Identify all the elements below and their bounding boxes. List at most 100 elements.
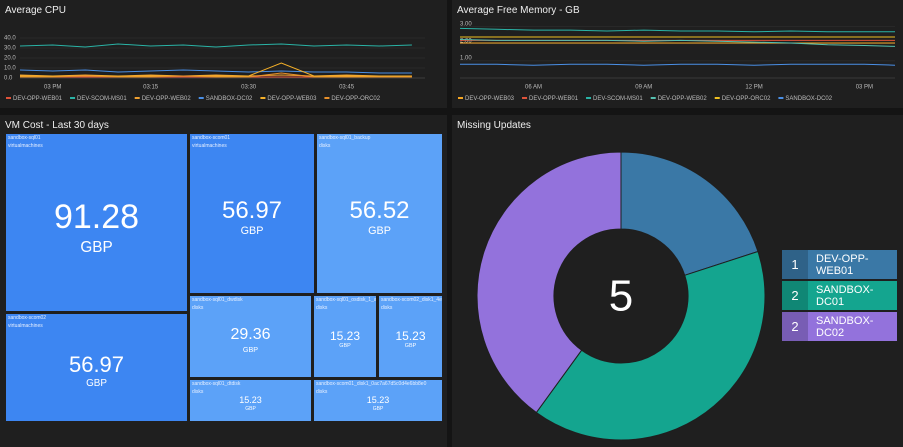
cell-unit: GBP	[242, 344, 259, 354]
legend-swatch	[6, 97, 11, 99]
legend-label: SANDBOX-DC02	[206, 96, 253, 102]
legend-label: DEV-OPP-WEB03	[267, 96, 317, 102]
legend-swatch	[198, 97, 204, 99]
legend-count: 2	[782, 281, 808, 310]
series-line	[19, 43, 412, 48]
series-line	[20, 62, 412, 77]
memory-chart: 1.00 2.00 3.00 06 AM 09 AM 12 PM 03 PM DEV-OPP-…	[458, 21, 896, 102]
cell-value: 15.23	[329, 328, 361, 343]
cell-name: sandbox-sql01_backup	[319, 135, 371, 141]
cpu-chart: 0.0 10.0 20.0 30.0 40.0 03 PM 03:15 03:30 03:45 D…	[4, 36, 425, 102]
cell-value: 91.28	[53, 198, 140, 236]
legend-label: DEV-OPP-WEB02	[658, 96, 708, 102]
cost-panel: VM Cost - Last 30 days sandbox-sql01 virtu…	[0, 115, 447, 447]
treemap-cell: sandbox-scom02 virtualmachines 56.97 GBP	[5, 313, 188, 422]
x-tick-label: 03 PM	[44, 85, 61, 91]
treemap-cell: sandbox-scom01_disk1_0ac7a67d5c0d4e6bb8e…	[313, 379, 443, 422]
x-tick-label: 03 PM	[856, 85, 873, 91]
cell-value: 29.36	[230, 325, 271, 343]
cell-name: sandbox-sql01	[8, 135, 41, 141]
donut-slice	[476, 151, 622, 414]
legend-swatch	[714, 97, 720, 99]
legend-swatch	[778, 97, 784, 99]
cell-name: sandbox-scom02_disk1_4eb	[381, 297, 443, 303]
series-line	[19, 69, 412, 74]
x-tick-label: 03:45	[339, 85, 355, 91]
updates-panel: Missing Updates 5 1 DEV-OPP-WEB01 2 SANDBOX-…	[452, 115, 903, 447]
x-tick-label: 06 AM	[525, 85, 542, 91]
donut-slice	[535, 250, 766, 441]
legend-label: DEV-OPP-WEB03	[465, 96, 515, 102]
cell-value: 15.23	[395, 328, 426, 343]
legend-label: DEV-SCOM-MS01	[77, 96, 127, 102]
legend-item: 1 DEV-OPP-WEB01	[782, 250, 897, 279]
cell-kind: disks	[192, 305, 204, 311]
cell-unit: GBP	[240, 225, 264, 238]
cell-kind: disks	[316, 389, 328, 395]
cell-value: 15.23	[239, 394, 262, 405]
legend-label: SANDBOX-DC02	[816, 314, 874, 339]
cpu-panel: Average CPU 0.0 10.0 20.0 30.0 40.0 03 PM 03:1…	[0, 0, 447, 108]
panel-title: Average CPU	[5, 5, 66, 16]
cell-name: sandbox-scom02	[8, 315, 47, 321]
y-tick-label: 20.0	[4, 56, 16, 62]
legend-swatch	[260, 97, 266, 99]
cell-kind: virtualmachines	[192, 143, 227, 149]
cell-unit: GBP	[245, 405, 256, 412]
memory-panel: Average Free Memory - GB 1.00 2.00 3.00 06 …	[452, 0, 903, 108]
legend-label: DEV-OPP-WEB01	[529, 96, 579, 102]
cell-kind: virtualmachines	[8, 323, 43, 329]
cell-kind: disks	[192, 389, 204, 395]
donut-total: 5	[609, 272, 633, 321]
cell-name: sandbox-scom01	[192, 135, 231, 141]
cell-unit: GBP	[372, 405, 384, 412]
legend-swatch	[324, 97, 330, 99]
cell-unit: GBP	[339, 342, 351, 349]
cell-value: 56.52	[349, 196, 410, 224]
series-line	[459, 39, 896, 47]
series-line	[19, 74, 412, 77]
y-tick-label: 40.0	[4, 36, 16, 42]
x-tick-label: 03:30	[241, 85, 257, 91]
y-tick-label: 0.0	[4, 76, 13, 82]
legend-count: 1	[782, 250, 808, 279]
legend-label: DEV-OPP-WEB02	[142, 96, 192, 102]
x-tick-label: 09 AM	[635, 85, 652, 91]
cell-unit: GBP	[86, 378, 107, 390]
legend-swatch	[586, 97, 592, 99]
legend-label: DEV-OPP-ORC02	[331, 96, 380, 102]
legend-swatch	[522, 97, 528, 99]
legend-item: 2 SANDBOX-DC02	[782, 312, 897, 341]
cell-name: sandbox-sql01_dwdisk	[192, 297, 243, 303]
cell-kind: disks	[319, 143, 331, 149]
panel-title: Missing Updates	[457, 120, 531, 131]
legend-swatch	[70, 97, 76, 99]
series-line	[460, 63, 896, 66]
legend-count: 2	[782, 312, 808, 341]
series-line	[459, 27, 895, 33]
treemap-cell: sandbox-sql01 virtualmachines 91.28 GBP	[5, 133, 188, 312]
legend-item: 2 SANDBOX-DC01	[782, 281, 897, 310]
cell-name: sandbox-sql01_osdisk_1_ad5e	[316, 297, 377, 303]
cell-name: sandbox-scom01_disk1_0ac7a67d5c0d4e6bb8e…	[316, 381, 427, 387]
donut-chart: 5	[476, 151, 766, 441]
cell-value: 56.97	[221, 196, 283, 224]
cell-kind: disks	[381, 305, 393, 311]
legend-swatch	[134, 97, 140, 99]
legend-swatch	[650, 97, 656, 99]
legend-label: DEV-OPP-WEB01	[816, 252, 869, 277]
panel-title: VM Cost - Last 30 days	[5, 120, 109, 131]
legend-label: DEV-OPP-WEB01	[13, 96, 63, 102]
legend-label: SANDBOX-DC01	[816, 283, 874, 308]
cell-unit: GBP	[368, 225, 391, 238]
legend-label: DEV-SCOM-MS01	[593, 96, 643, 102]
cell-unit: GBP	[80, 238, 113, 256]
cell-unit: GBP	[404, 342, 417, 349]
cell-kind: virtualmachines	[8, 143, 43, 149]
y-tick-label: 30.0	[4, 46, 16, 52]
